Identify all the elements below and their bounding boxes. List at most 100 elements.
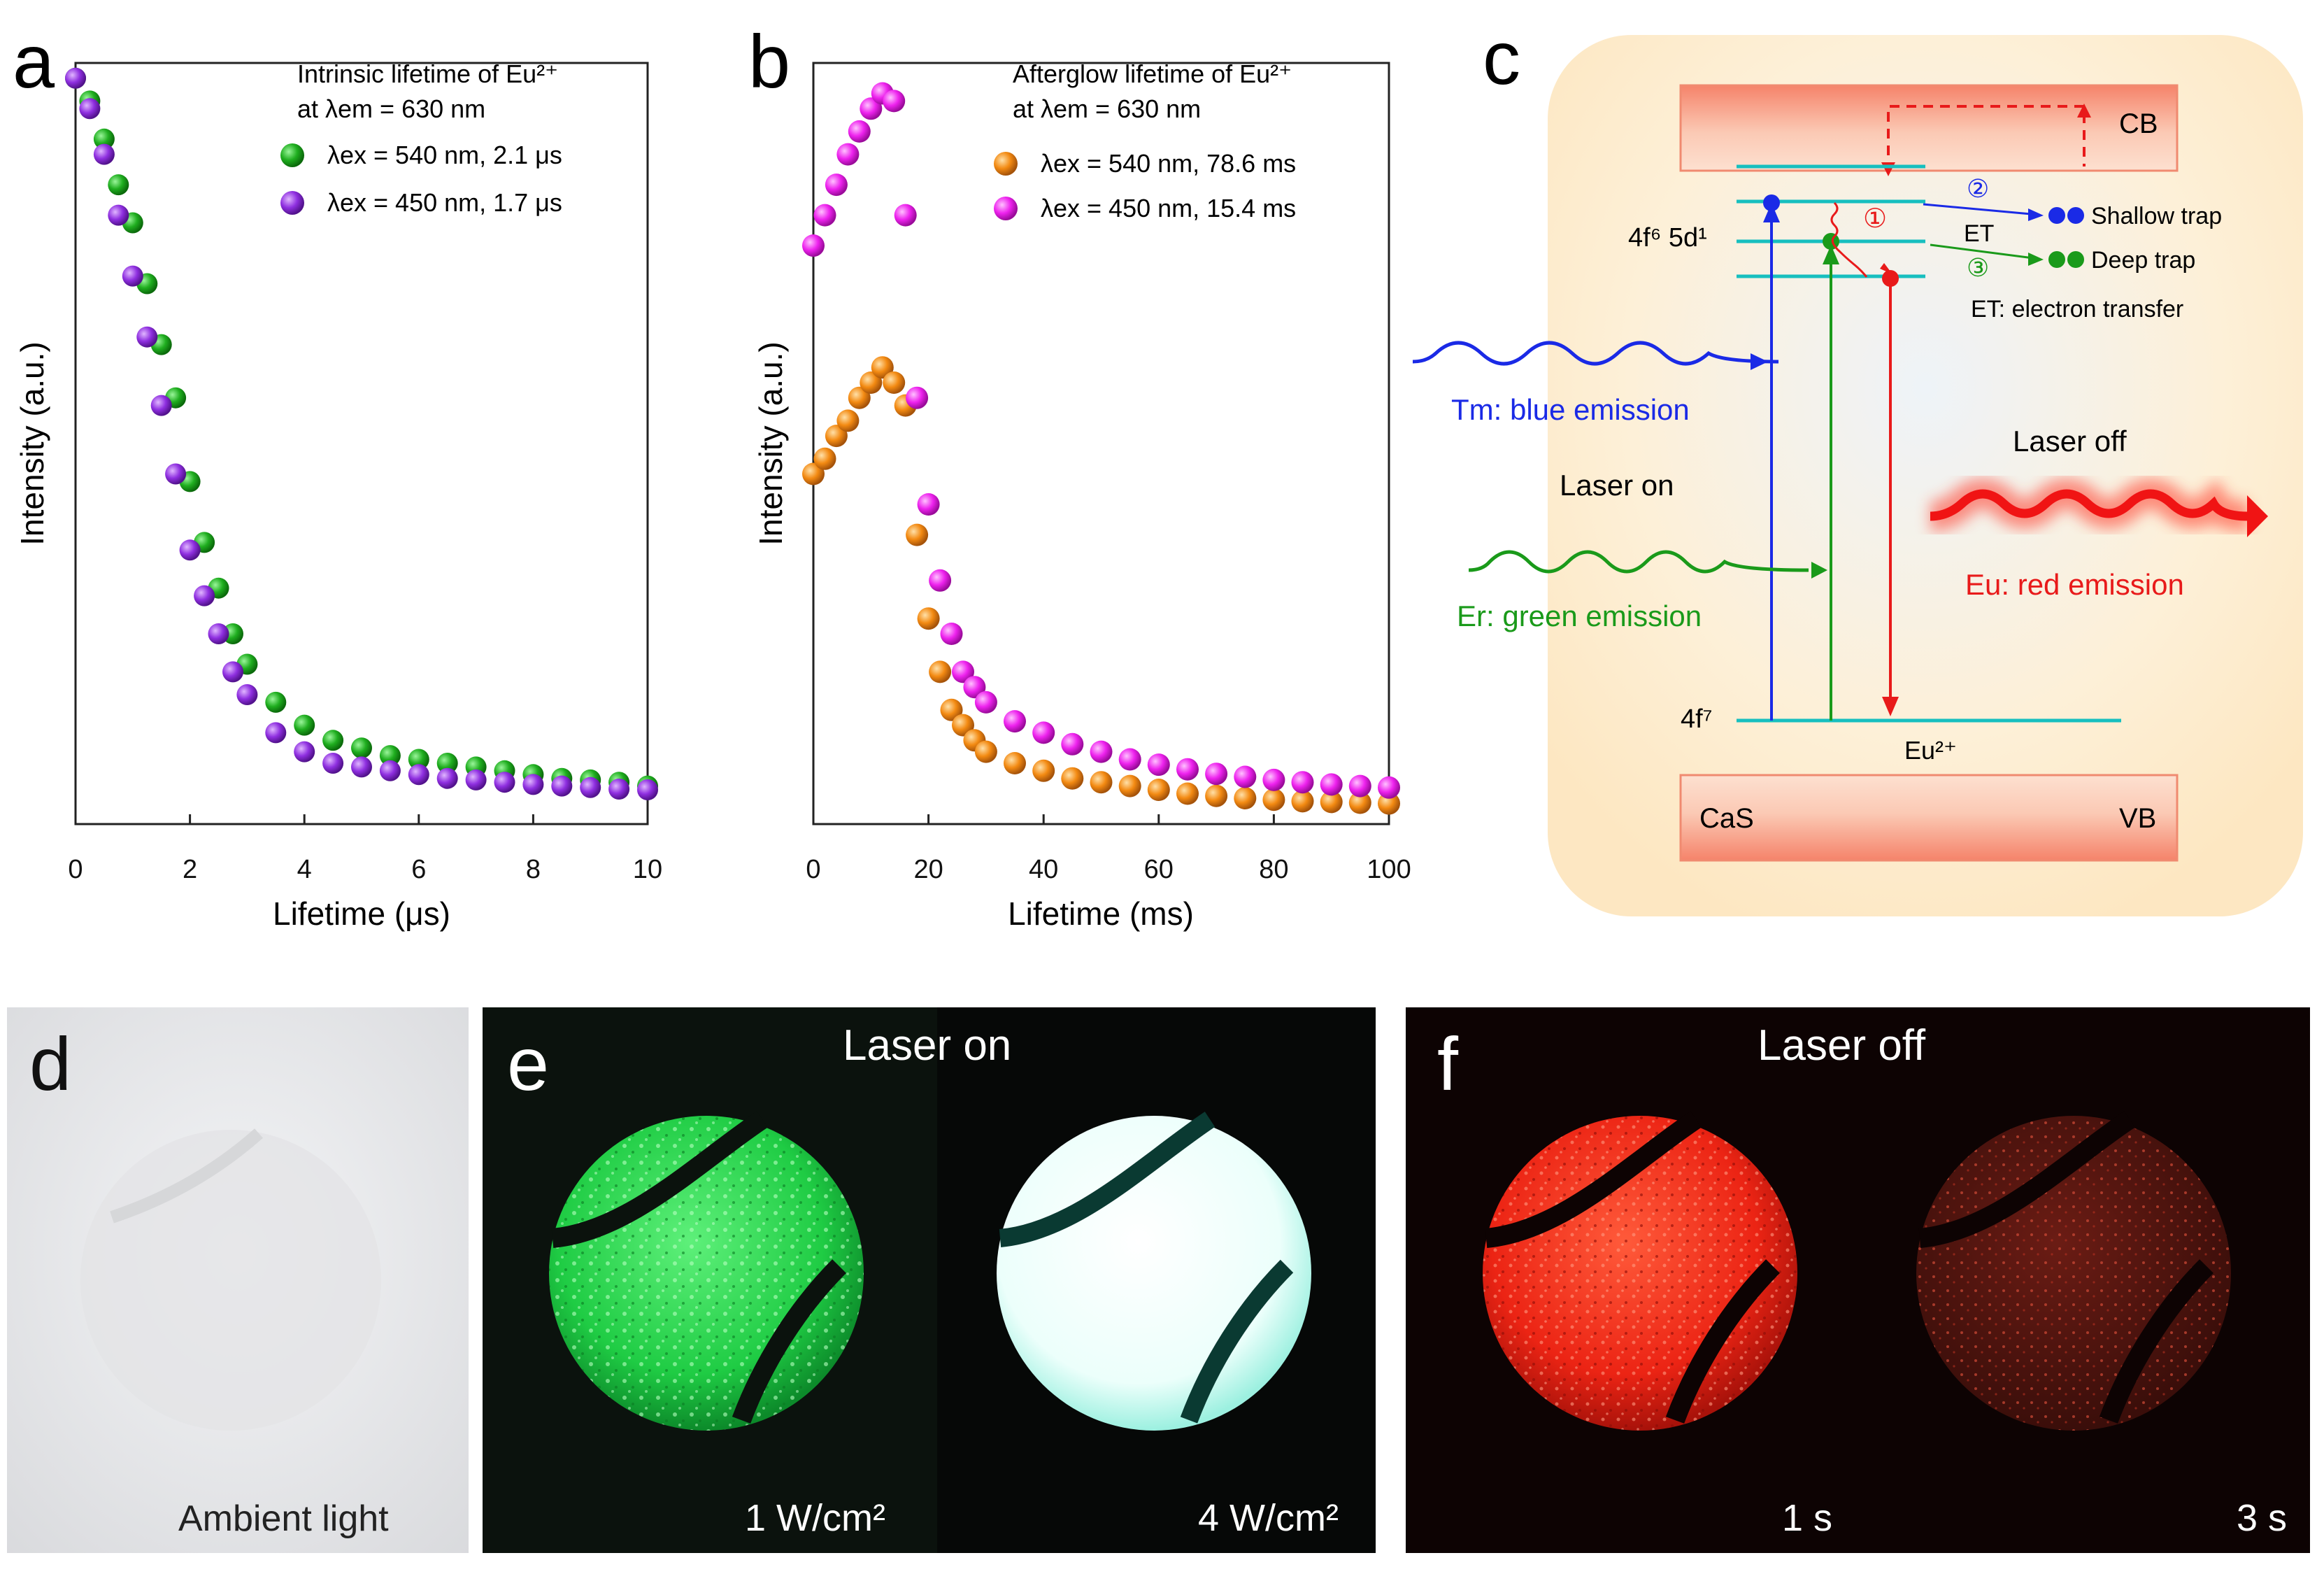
data-point-purple xyxy=(351,756,372,778)
ground-state-label: 4f⁷ xyxy=(1681,704,1712,734)
arrow-head xyxy=(1751,353,1768,370)
data-point-orange xyxy=(1291,790,1314,813)
tick-label: 80 xyxy=(1259,855,1288,884)
data-point-orange xyxy=(848,386,871,409)
tick-label: 8 xyxy=(526,855,541,884)
tick-label: 60 xyxy=(1144,855,1174,884)
data-point-purple xyxy=(580,777,601,798)
tick-label: 100 xyxy=(1367,855,1411,884)
panel-a: a 0 2 4 6 8 10 Lifetime (μs) Intensity (… xyxy=(13,19,662,932)
data-point-purple xyxy=(93,143,115,165)
data-point-magenta xyxy=(860,97,883,120)
panel-b-plot-frame xyxy=(812,62,1390,825)
data-point-magenta xyxy=(883,90,906,113)
panel-a-data-points xyxy=(65,67,658,800)
electron xyxy=(1763,194,1780,211)
data-point-purple xyxy=(122,265,143,287)
panel-c: c CB CaS VB 4f⁶ 5d¹ 4f⁷ Eu²⁺ xyxy=(1412,15,2303,916)
data-point-purple xyxy=(294,741,315,763)
tm-blue-wave xyxy=(1412,341,1779,366)
panel-letter-d: d xyxy=(29,1021,71,1106)
data-point-orange xyxy=(871,356,894,379)
photo-f-left-caption: 1 s xyxy=(1782,1497,1832,1539)
photo-e-left-caption: 1 W/cm² xyxy=(745,1497,885,1539)
shallow-trap-electron xyxy=(2067,207,2084,224)
data-point-orange xyxy=(1176,782,1199,805)
photo-e-green-disc xyxy=(549,1111,864,1431)
data-point-purple xyxy=(136,326,158,348)
photo-f-right-caption: 3 s xyxy=(2237,1497,2287,1539)
data-point-purple xyxy=(522,774,544,795)
arrow-head xyxy=(1823,245,1839,264)
data-point-orange xyxy=(1004,752,1026,774)
panel-a-x-ticks xyxy=(74,814,649,824)
data-point-magenta xyxy=(952,660,974,683)
data-point-orange xyxy=(825,425,848,448)
conduction-band xyxy=(1679,84,2179,172)
panel-e: e Laser on 1 W/cm² 4 W/cm² xyxy=(483,1007,1376,1553)
data-point-magenta xyxy=(1378,776,1400,799)
data-point-orange xyxy=(974,740,997,763)
panel-letter-a: a xyxy=(13,19,55,104)
tick-label: 20 xyxy=(913,855,943,884)
data-point-green xyxy=(93,128,115,150)
er-green-wave xyxy=(1468,550,1809,574)
legend-title: Intrinsic lifetime of Eu²⁺ xyxy=(297,59,558,88)
tick-label: 2 xyxy=(183,855,197,884)
data-point-magenta xyxy=(1291,771,1314,794)
photo-e-right-caption: 4 W/cm² xyxy=(1198,1497,1339,1539)
data-point-magenta xyxy=(1234,765,1257,788)
photo-f-title: Laser off xyxy=(1758,1021,1926,1070)
shallow-trap-label: Shallow trap xyxy=(2091,203,2222,229)
tick-label: 0 xyxy=(68,855,83,884)
data-point-purple xyxy=(165,463,187,485)
excited-state-label: 4f⁶ 5d¹ xyxy=(1628,223,1707,253)
data-point-green xyxy=(436,753,458,774)
data-point-magenta xyxy=(974,690,997,714)
data-point-green xyxy=(322,730,344,751)
panel-a-plot-frame xyxy=(74,62,649,825)
data-point-orange xyxy=(1147,779,1170,801)
photo-d-sample-disc xyxy=(80,1130,381,1431)
data-point-magenta xyxy=(848,120,871,143)
data-point-green xyxy=(294,714,315,736)
photo-d-caption: Ambient light xyxy=(178,1498,389,1539)
legend-entry: λex = 450 nm, 1.7 μs xyxy=(327,188,562,217)
data-point-magenta xyxy=(929,569,952,592)
data-point-orange xyxy=(1205,784,1228,807)
legend-marker xyxy=(280,191,304,215)
step-2-marker: ② xyxy=(1967,174,1989,203)
data-point-purple xyxy=(494,772,515,793)
data-point-magenta xyxy=(894,204,917,227)
panel-c-background xyxy=(1548,35,2303,916)
legend-marker xyxy=(994,197,1018,220)
eu-red-wave xyxy=(1930,489,2249,521)
data-point-magenta xyxy=(1118,748,1141,771)
data-point-purple xyxy=(637,779,658,800)
tm-emission-label: Tm: blue emission xyxy=(1451,393,1690,426)
data-point-purple xyxy=(79,98,101,120)
data-point-magenta xyxy=(1176,758,1199,781)
data-point-green xyxy=(379,745,401,767)
data-point-orange xyxy=(1032,759,1055,782)
data-point-green xyxy=(108,174,129,196)
arrow-head xyxy=(1882,697,1899,716)
data-point-orange xyxy=(1090,771,1113,794)
panel-letter-e: e xyxy=(507,1021,549,1106)
et-definition: ET: electron transfer xyxy=(1971,296,2183,322)
data-point-magenta xyxy=(963,676,986,699)
er-emission-label: Er: green emission xyxy=(1457,600,1702,632)
photo-f-dim-red-disc xyxy=(1916,1111,2231,1431)
tick-label: 4 xyxy=(297,855,312,884)
legend-marker xyxy=(994,152,1018,176)
panel-letter-f: f xyxy=(1437,1021,1459,1106)
data-point-orange xyxy=(1378,792,1400,815)
cb-label: CB xyxy=(2119,108,2158,139)
data-point-magenta xyxy=(1090,740,1113,763)
data-point-orange xyxy=(836,409,860,432)
legend-entry: λex = 540 nm, 2.1 μs xyxy=(327,141,562,169)
data-point-purple xyxy=(108,204,129,226)
photo-d-groove xyxy=(110,1128,263,1224)
data-point-magenta xyxy=(940,623,963,645)
